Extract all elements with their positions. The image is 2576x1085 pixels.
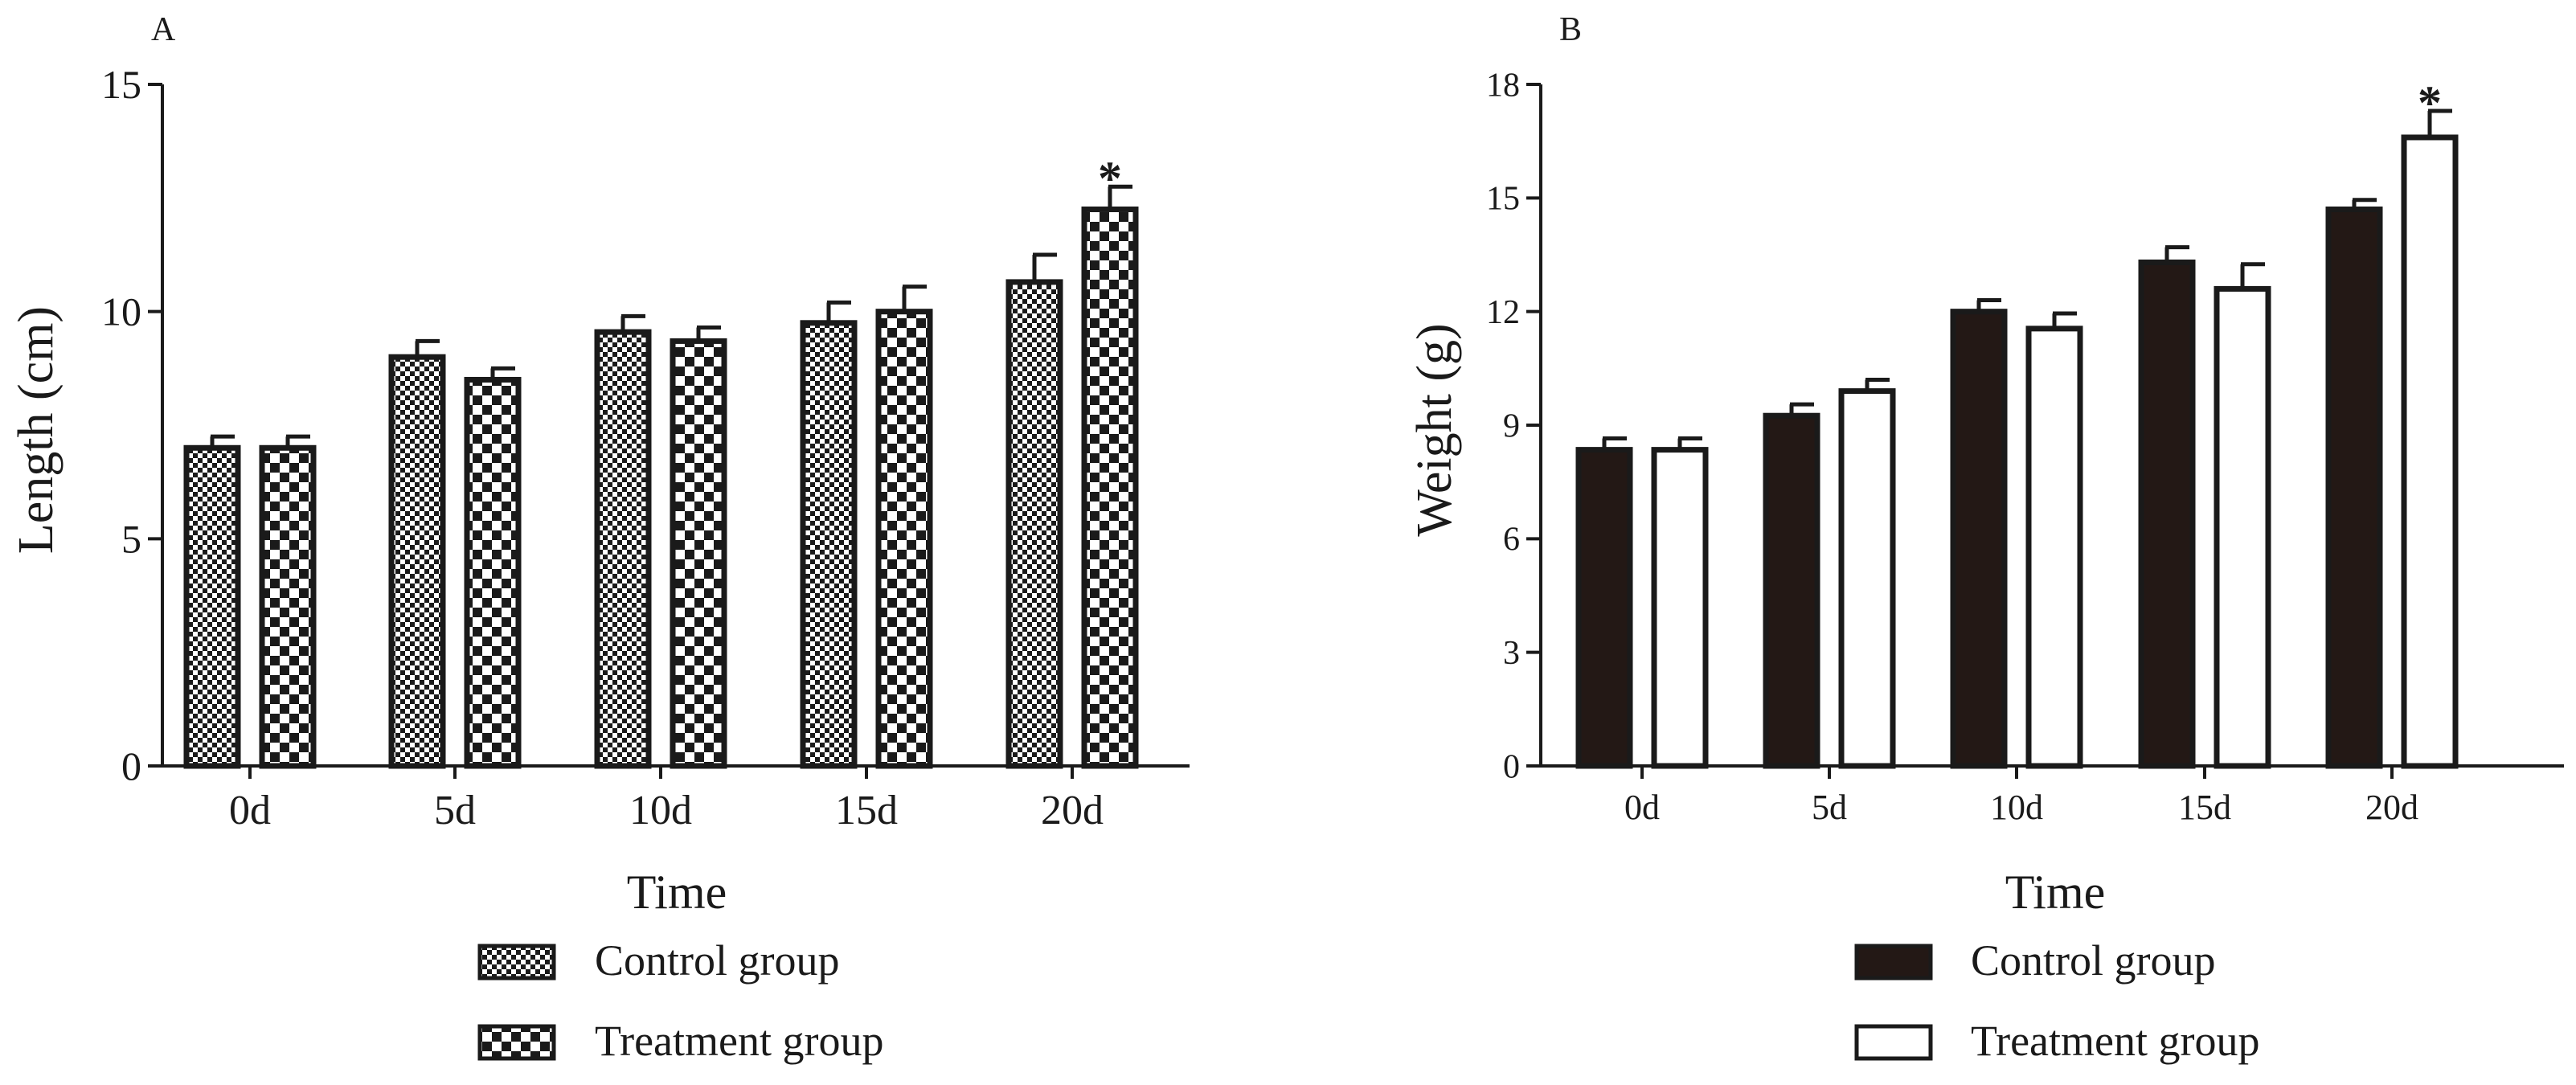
panel-a-y-tick-label: 15 — [101, 62, 141, 107]
panel-a-control-20d-bar — [1005, 279, 1063, 769]
panel-a-x-tick-label: 20d — [1041, 788, 1104, 833]
panel-b-y-tick-label: 9 — [1503, 407, 1520, 444]
panel-b-plot: * 0 3 6 9 12 15 18 0d 5d 10d 15d 20d — [1486, 67, 2564, 827]
panel-b-legend-label-control: Control group — [1971, 936, 2216, 985]
panel-a-control-15d-bar — [800, 320, 858, 769]
panel-b-control-10d-bar — [1950, 309, 2008, 769]
panel-a-x-tick-label: 5d — [434, 788, 476, 833]
panel-b-legend-label-treatment: Treatment group — [1971, 1017, 2259, 1065]
panel-a-control-5d-bar — [388, 354, 446, 769]
panel-a-y-tick-label: 0 — [121, 743, 141, 788]
panel-b-x-tick-label: 5d — [1812, 788, 1847, 827]
panel-b-control-15d-bar — [2138, 259, 2196, 769]
panel-a-significance-marker: * — [1098, 152, 1122, 205]
panel-a-treatment-10d-bar — [670, 338, 727, 769]
panel-b-label: B — [1559, 11, 1582, 48]
panel-b-legend-swatch-treatment — [1854, 1024, 1933, 1061]
panel-a-x-tick-label: 10d — [629, 788, 692, 833]
panel-b-y-axis-label: Weight (g) — [1407, 323, 1462, 536]
panel-a-treatment-15d-bar — [875, 309, 933, 769]
panel-b-x-tick-label: 20d — [2365, 788, 2418, 827]
panel-a-legend-label-control: Control group — [595, 936, 840, 985]
panel-b-control-20d-bar — [2325, 206, 2383, 769]
panel-a-legend-swatch-treatment — [477, 1024, 556, 1061]
panel-b-control-0d-bar — [1575, 447, 1633, 769]
panel-b-y-tick-label: 6 — [1503, 522, 1520, 559]
panel-a-control-10d-bar — [594, 329, 652, 769]
panel-a-control-0d-bar — [183, 444, 241, 769]
panel-b-x-axis-label: Time — [2005, 866, 2106, 919]
panel-b: B * 0 3 6 9 12 15 18 0d 5d 10d 15d 20d Weight (g) Ti… — [1407, 11, 2564, 1065]
panel-b-y-tick-label: 12 — [1486, 294, 1520, 331]
panel-b-significance-marker: * — [2418, 76, 2442, 129]
panel-b-treatment-0d-bar — [1651, 447, 1709, 769]
panel-a-label: A — [151, 11, 176, 48]
panel-b-y-tick-label: 3 — [1503, 635, 1520, 672]
panel-a-treatment-20d-bar — [1081, 206, 1139, 769]
panel-a-x-tick-label: 0d — [229, 788, 271, 833]
panel-b-legend-swatch-control — [1854, 944, 1933, 981]
panel-b-treatment-5d-bar — [1838, 388, 1896, 769]
panel-a-treatment-0d-bar — [259, 444, 317, 769]
panel-b-control-5d-bar — [1763, 412, 1820, 769]
panel-a-x-tick-label: 15d — [835, 788, 898, 833]
panel-a-legend: Control group Treatment group — [477, 936, 883, 1065]
panel-a-y-tick-label: 5 — [121, 516, 141, 561]
panel-b-x-tick-label: 0d — [1624, 788, 1660, 827]
panel-a-legend-label-treatment: Treatment group — [595, 1017, 883, 1065]
panel-a-plot: * 0 5 10 15 0d 5d 10d 15d 20d — [101, 62, 1190, 833]
panel-b-y-tick-label: 0 — [1503, 748, 1520, 785]
panel-a-legend-swatch-control — [477, 944, 556, 981]
panel-b-treatment-15d-bar — [2214, 285, 2271, 769]
panel-b-y-tick-label: 15 — [1486, 181, 1520, 218]
panel-b-y-tick-label: 18 — [1486, 67, 1520, 104]
panel-b-treatment-10d-bar — [2025, 326, 2083, 769]
panel-a-x-axis-label: Time — [627, 866, 727, 919]
panel-b-treatment-20d-bar — [2401, 134, 2459, 769]
panel-a-y-tick-label: 10 — [101, 289, 141, 334]
panel-a-y-axis-label: Length (cm) — [9, 306, 63, 554]
panel-a-treatment-5d-bar — [464, 376, 522, 769]
panel-b-x-tick-label: 15d — [2178, 788, 2231, 827]
panel-b-x-tick-label: 10d — [1990, 788, 2043, 827]
panel-b-legend: Control group Treatment group — [1854, 936, 2259, 1065]
